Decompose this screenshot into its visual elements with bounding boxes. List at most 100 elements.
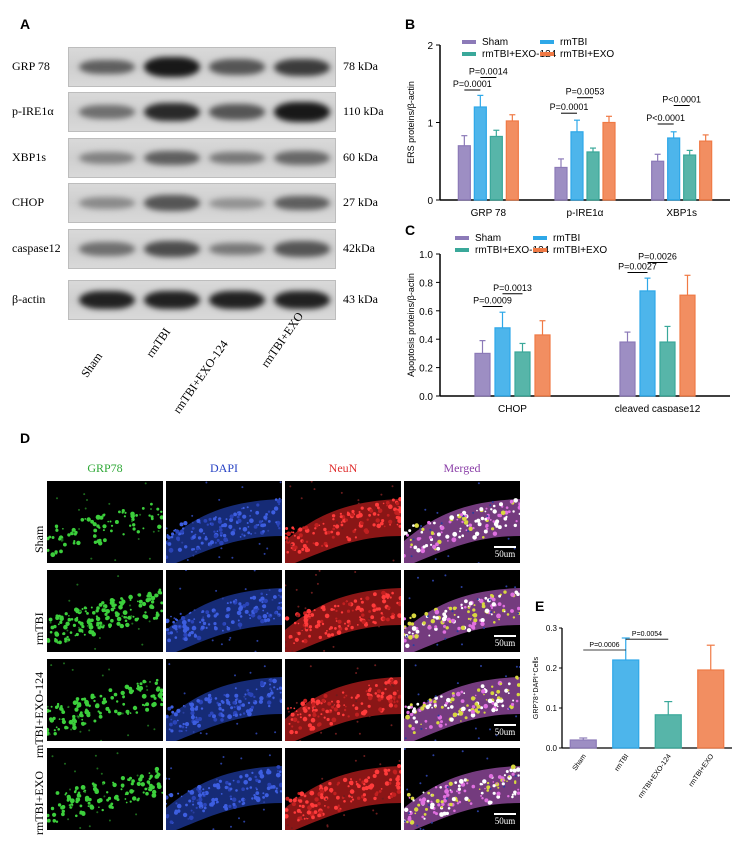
wb-kda-label: 60 kDa [343,150,378,164]
x-tick-label: p-IRE1α [567,208,604,218]
p-value-label: P<0.0001 [662,94,701,104]
micrograph-neun [285,748,401,830]
bar-rmtbi-exo-124 [586,151,600,201]
y-tick-label: 0.0 [546,744,558,753]
y-tick-label: 0.0 [419,392,433,403]
x-tick-label: cleaved caspase12 [615,404,701,412]
group-row-label: rmTBI+EXO-124 [32,671,46,758]
wb-band [274,58,330,76]
micrograph-merged: 50um [404,481,520,563]
x-tick-label: Sham [572,753,588,772]
p-value-label: P<0.0001 [646,113,685,123]
bar-sham [457,145,471,201]
wb-strip [68,183,336,223]
wb-protein-label: XBP1s [12,150,47,164]
channel-header: GRP78 [87,461,123,475]
group-row-label: Sham [32,525,46,553]
y-tick-label: 0.4 [419,335,433,346]
micrograph-grp78 [47,748,163,830]
wb-strip [68,47,336,87]
panel-letter-d: D [20,430,31,446]
panel-letter-c: C [405,222,416,238]
legend-label: rmTBI+EXO-124 [475,245,550,256]
wb-band [209,151,265,165]
p-value-label: P=0.0053 [566,87,605,97]
bar-rmtbi-exo-124 [654,714,682,749]
y-tick-label: 0.1 [546,704,558,713]
bar-rmtbi [667,137,681,201]
wb-band [79,59,135,75]
wb-band [274,151,330,165]
bar-sham [619,341,636,397]
channel-header: Merged [443,461,481,475]
p-value-label: P=0.0054 [632,631,662,638]
group-row-label: rmTBI+EXO [32,770,46,835]
wb-lane-label: rmTBI [143,325,174,361]
p-value-label: P=0.0001 [453,79,492,89]
bar-rmtbi-exo [679,294,696,397]
legend-label: rmTBI+EXO-124 [482,49,557,60]
legend-swatch [455,248,469,252]
micrograph-neun [285,481,401,563]
legend-label: rmTBI [553,233,580,244]
wb-strip [68,92,336,132]
micrograph-grp78 [47,481,163,563]
wb-kda-label: 110 kDa [343,104,384,118]
p-value-label: P=0.0013 [493,283,532,293]
p-value-label: P=0.0006 [589,642,619,649]
legend-swatch [462,40,476,44]
wb-band [274,241,330,257]
legend-label: Sham [482,37,508,48]
legend-swatch [540,52,554,56]
y-tick-label: 0 [427,196,433,207]
group-row-label: rmTBI [32,612,46,645]
scale-bar: 50um [494,635,516,648]
p-value-label: P=0.0027 [618,261,657,271]
bar-sham [554,166,568,201]
panel-letter-a: A [20,16,31,32]
scale-bar: 50um [494,813,516,826]
wb-band [79,151,135,165]
wb-band [79,197,135,209]
legend-label: Sham [475,233,501,244]
wb-band [144,290,200,310]
panel-letter-b: B [405,16,416,32]
wb-band [144,150,200,166]
micrograph-neun [285,659,401,741]
y-tick-label: 1.0 [419,250,433,261]
bar-rmtbi [639,290,656,397]
legend-label: rmTBI [560,37,587,48]
wb-protein-label: caspase12 [12,241,61,255]
wb-band [209,242,265,256]
micrograph-merged: 50um [404,570,520,652]
wb-strip [68,138,336,178]
y-tick-label: 2 [427,41,433,52]
bar-rmtbi [473,106,487,201]
wb-band [79,290,135,310]
bar-rmtbi [494,327,511,397]
channel-header: NeuN [328,461,358,475]
x-tick-label: GRP 78 [471,208,507,218]
scale-bar: 50um [494,724,516,737]
legend-swatch [462,52,476,56]
wb-band [209,59,265,75]
micrograph-merged: 50um [404,748,520,830]
bar-sham [651,160,665,201]
x-tick-label: rmTBI+EXO-124 [637,753,673,800]
p-value-label: P=0.0009 [473,296,512,306]
wb-protein-label: GRP 78 [12,59,50,73]
y-tick-label: 0.6 [419,307,433,318]
bar-rmtbi-exo [534,334,551,397]
wb-band [144,241,200,257]
wb-band [144,57,200,77]
bar-rmtbi-exo [602,121,616,201]
wb-band [79,105,135,119]
y-axis-label: GRP78⁺DAPI⁺Cells [533,656,540,719]
wb-protein-label: β-actin [12,292,46,306]
y-tick-label: 0.2 [546,664,558,673]
legend-swatch [540,40,554,44]
bar-rmtbi-exo [697,669,725,749]
wb-lane-label: rmTBI+EXO-124 [170,337,231,417]
bar-rmtbi-exo [699,140,713,201]
wb-protein-label: p-IRE1α [12,104,54,118]
